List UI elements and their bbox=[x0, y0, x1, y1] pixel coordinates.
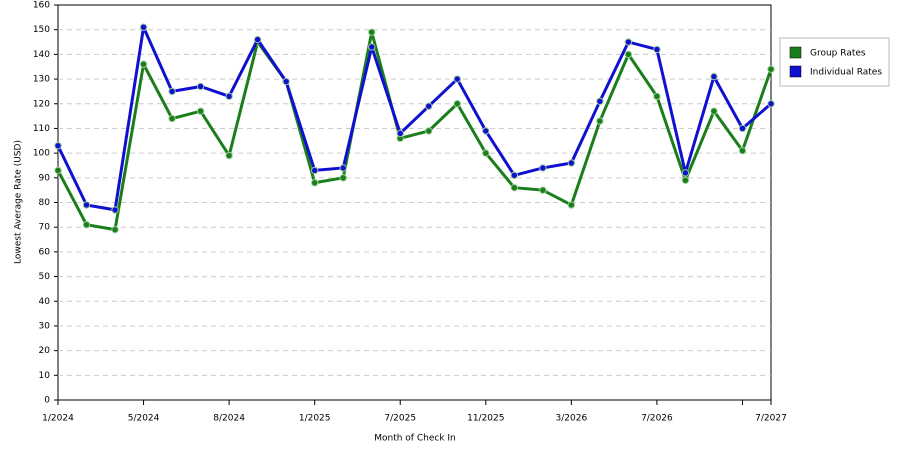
data-point bbox=[139, 60, 148, 68]
data-point bbox=[368, 28, 376, 36]
data-point bbox=[111, 225, 119, 234]
data-point bbox=[310, 166, 319, 175]
y-tick-label: 10 bbox=[39, 371, 51, 381]
data-point bbox=[225, 92, 233, 101]
legend-swatch bbox=[789, 46, 802, 59]
data-point bbox=[624, 38, 633, 46]
y-tick-label: 0 bbox=[44, 396, 50, 406]
data-point bbox=[710, 72, 718, 81]
data-point bbox=[111, 206, 119, 214]
x-tick-label: 8/2024 bbox=[213, 414, 245, 424]
data-point bbox=[767, 65, 775, 73]
data-point bbox=[567, 159, 576, 167]
data-point bbox=[453, 75, 461, 83]
data-point bbox=[82, 221, 91, 229]
data-point bbox=[482, 127, 490, 135]
data-point bbox=[596, 117, 604, 125]
y-axis-label: Lowest Average Rate (USD) bbox=[14, 140, 24, 264]
data-point bbox=[453, 100, 461, 108]
data-point bbox=[168, 87, 176, 96]
x-tick-label: 1/2025 bbox=[299, 414, 331, 424]
data-point bbox=[482, 149, 490, 157]
y-tick-label: 130 bbox=[33, 75, 50, 85]
data-point bbox=[510, 171, 519, 180]
y-tick-label: 110 bbox=[33, 124, 50, 134]
data-point bbox=[196, 107, 205, 115]
legend-box bbox=[779, 37, 890, 87]
data-point bbox=[738, 124, 747, 133]
y-tick-label: 50 bbox=[39, 272, 51, 282]
data-point bbox=[168, 114, 176, 123]
y-tick-label: 100 bbox=[33, 149, 50, 159]
y-tick-label: 80 bbox=[39, 198, 51, 208]
x-tick-label: 7/2027 bbox=[755, 414, 787, 424]
y-tick-label: 70 bbox=[39, 223, 51, 233]
data-point bbox=[653, 45, 661, 54]
x-tick-label: 5/2024 bbox=[128, 414, 160, 424]
data-point bbox=[82, 201, 91, 209]
legend-swatch bbox=[789, 65, 802, 78]
x-axis-label: Month of Check In bbox=[374, 434, 456, 444]
data-point bbox=[596, 97, 604, 105]
y-tick-label: 120 bbox=[33, 99, 50, 109]
data-point bbox=[653, 92, 661, 101]
data-point bbox=[139, 23, 148, 31]
data-point bbox=[253, 35, 262, 44]
data-point bbox=[425, 102, 433, 110]
y-tick-label: 40 bbox=[39, 297, 51, 307]
y-tick-label: 140 bbox=[33, 50, 50, 60]
data-point bbox=[54, 142, 62, 150]
data-point bbox=[339, 174, 347, 182]
data-point bbox=[539, 186, 547, 194]
data-point bbox=[54, 166, 62, 175]
y-tick-label: 90 bbox=[39, 173, 51, 183]
y-tick-label: 160 bbox=[33, 1, 50, 11]
y-tick-label: 150 bbox=[33, 25, 50, 35]
data-point bbox=[225, 151, 233, 160]
data-point bbox=[681, 169, 690, 177]
y-tick-label: 20 bbox=[39, 346, 51, 356]
series-line bbox=[56, 30, 773, 232]
data-point bbox=[710, 107, 718, 115]
data-point bbox=[310, 179, 319, 187]
y-tick-label: 30 bbox=[39, 321, 51, 331]
x-tick-label: 3/2026 bbox=[556, 414, 588, 424]
data-point bbox=[681, 176, 690, 184]
y-tick-label: 60 bbox=[39, 247, 51, 257]
data-point bbox=[510, 183, 519, 192]
data-point bbox=[196, 82, 205, 91]
data-point bbox=[624, 50, 633, 59]
series-line bbox=[56, 25, 772, 212]
data-point bbox=[567, 201, 576, 209]
data-point bbox=[539, 164, 547, 172]
data-point bbox=[339, 164, 347, 172]
x-tick-label: 7/2025 bbox=[384, 414, 416, 424]
data-point bbox=[396, 129, 404, 138]
x-tick-label: 1/2024 bbox=[42, 414, 74, 424]
legend-label: Individual Rates bbox=[810, 68, 882, 78]
data-point bbox=[767, 100, 775, 108]
data-point bbox=[425, 127, 433, 135]
data-point bbox=[368, 43, 376, 51]
data-point bbox=[282, 77, 290, 86]
x-tick-label: 7/2026 bbox=[641, 414, 673, 424]
x-tick-label: 11/2025 bbox=[467, 414, 504, 424]
data-point bbox=[738, 146, 747, 155]
legend-label: Group Rates bbox=[810, 49, 866, 59]
